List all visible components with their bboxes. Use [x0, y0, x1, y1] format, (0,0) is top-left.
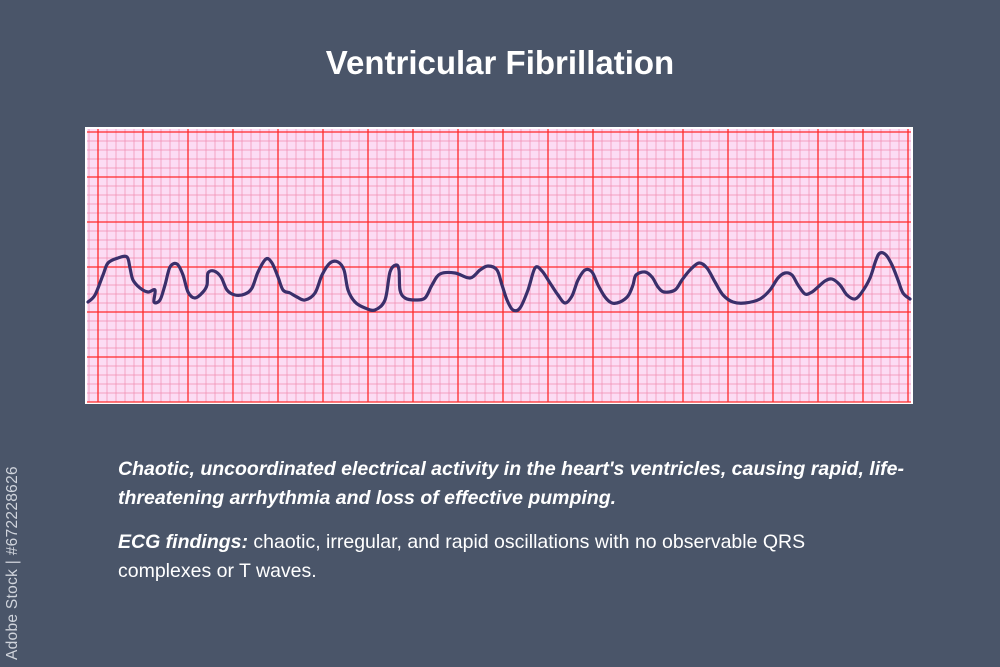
description-text: Chaotic, uncoordinated electrical activi…	[118, 458, 904, 509]
ecg-findings: ECG findings: chaotic, irregular, and ra…	[118, 528, 878, 586]
findings-text: chaotic, irregular, and rapid oscillatio…	[118, 531, 806, 582]
page-title: Ventricular Fibrillation	[325, 44, 675, 81]
findings-label: ECG findings:	[118, 531, 248, 553]
watermark: Adobe Stock | #672228626	[4, 466, 21, 660]
ecg-trace	[86, 251, 912, 313]
ecg-strip	[85, 127, 913, 404]
ecg-major-grid	[87, 129, 911, 403]
ecg-paper	[87, 129, 911, 402]
